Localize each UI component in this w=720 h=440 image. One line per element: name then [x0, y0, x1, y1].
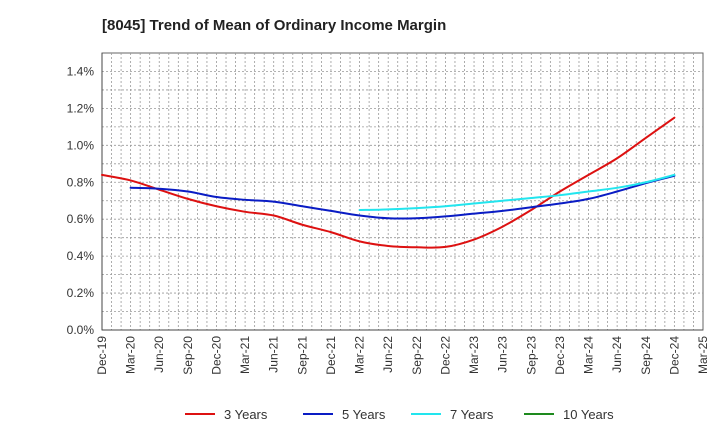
grid: [101, 52, 704, 331]
x-tick-label: Dec-24: [667, 336, 681, 375]
y-tick-label: 1.2%: [67, 101, 95, 115]
series-line-7-years: [358, 173, 676, 211]
chart-title: [8045] Trend of Mean of Ordinary Income …: [102, 17, 446, 34]
x-tick-label: Jun-20: [152, 336, 166, 373]
x-tick-label: Dec-23: [553, 336, 567, 375]
y-tick-label: 0.8%: [67, 175, 95, 189]
series-line-5-years: [129, 174, 676, 220]
x-tick-label: Mar-21: [238, 336, 252, 374]
y-axis: 0.0% 0.2% 0.4% 0.6% 0.8% 1.0% 1.2% 1.4%: [67, 64, 95, 337]
y-tick-label: 0.0%: [67, 323, 95, 337]
series-lines: [101, 116, 676, 249]
x-tick-label: Jun-24: [610, 336, 624, 373]
y-tick-label: 1.0%: [67, 138, 95, 152]
x-tick-label: Sep-22: [410, 336, 424, 375]
x-tick-label: Jun-23: [496, 336, 510, 373]
y-tick-label: 1.4%: [67, 64, 95, 78]
legend-label-3-years: 3 Years: [224, 407, 268, 422]
x-tick-label: Dec-21: [324, 336, 338, 375]
x-tick-label: Sep-24: [639, 336, 653, 375]
legend-label-5-years: 5 Years: [342, 407, 386, 422]
x-tick-label: Sep-20: [181, 336, 195, 375]
x-axis: Dec-19 Mar-20 Jun-20 Sep-20 Dec-20 Mar-21 Jun-…: [95, 336, 710, 375]
legend-label-7-years: 7 Years: [450, 407, 494, 422]
y-tick-label: 0.2%: [67, 286, 95, 300]
x-tick-label: Sep-21: [295, 336, 309, 375]
x-tick-label: Mar-23: [467, 336, 481, 374]
x-tick-label: Dec-19: [95, 336, 109, 375]
x-tick-label: Mar-20: [124, 336, 138, 374]
legend: 3 Years 5 Years 7 Years 10 Years: [185, 407, 614, 422]
x-tick-label: Jun-22: [381, 336, 395, 373]
series-line-3-years: [101, 116, 676, 249]
x-tick-label: Mar-25: [696, 336, 710, 374]
x-tick-label: Dec-22: [438, 336, 452, 375]
x-tick-label: Sep-23: [524, 336, 538, 375]
y-tick-label: 0.6%: [67, 212, 95, 226]
x-tick-label: Mar-22: [353, 336, 367, 374]
x-tick-label: Dec-20: [209, 336, 223, 375]
legend-label-10-years: 10 Years: [563, 407, 614, 422]
x-tick-label: Mar-24: [582, 336, 596, 374]
y-tick-label: 0.4%: [67, 249, 95, 263]
x-tick-label: Jun-21: [267, 336, 281, 373]
